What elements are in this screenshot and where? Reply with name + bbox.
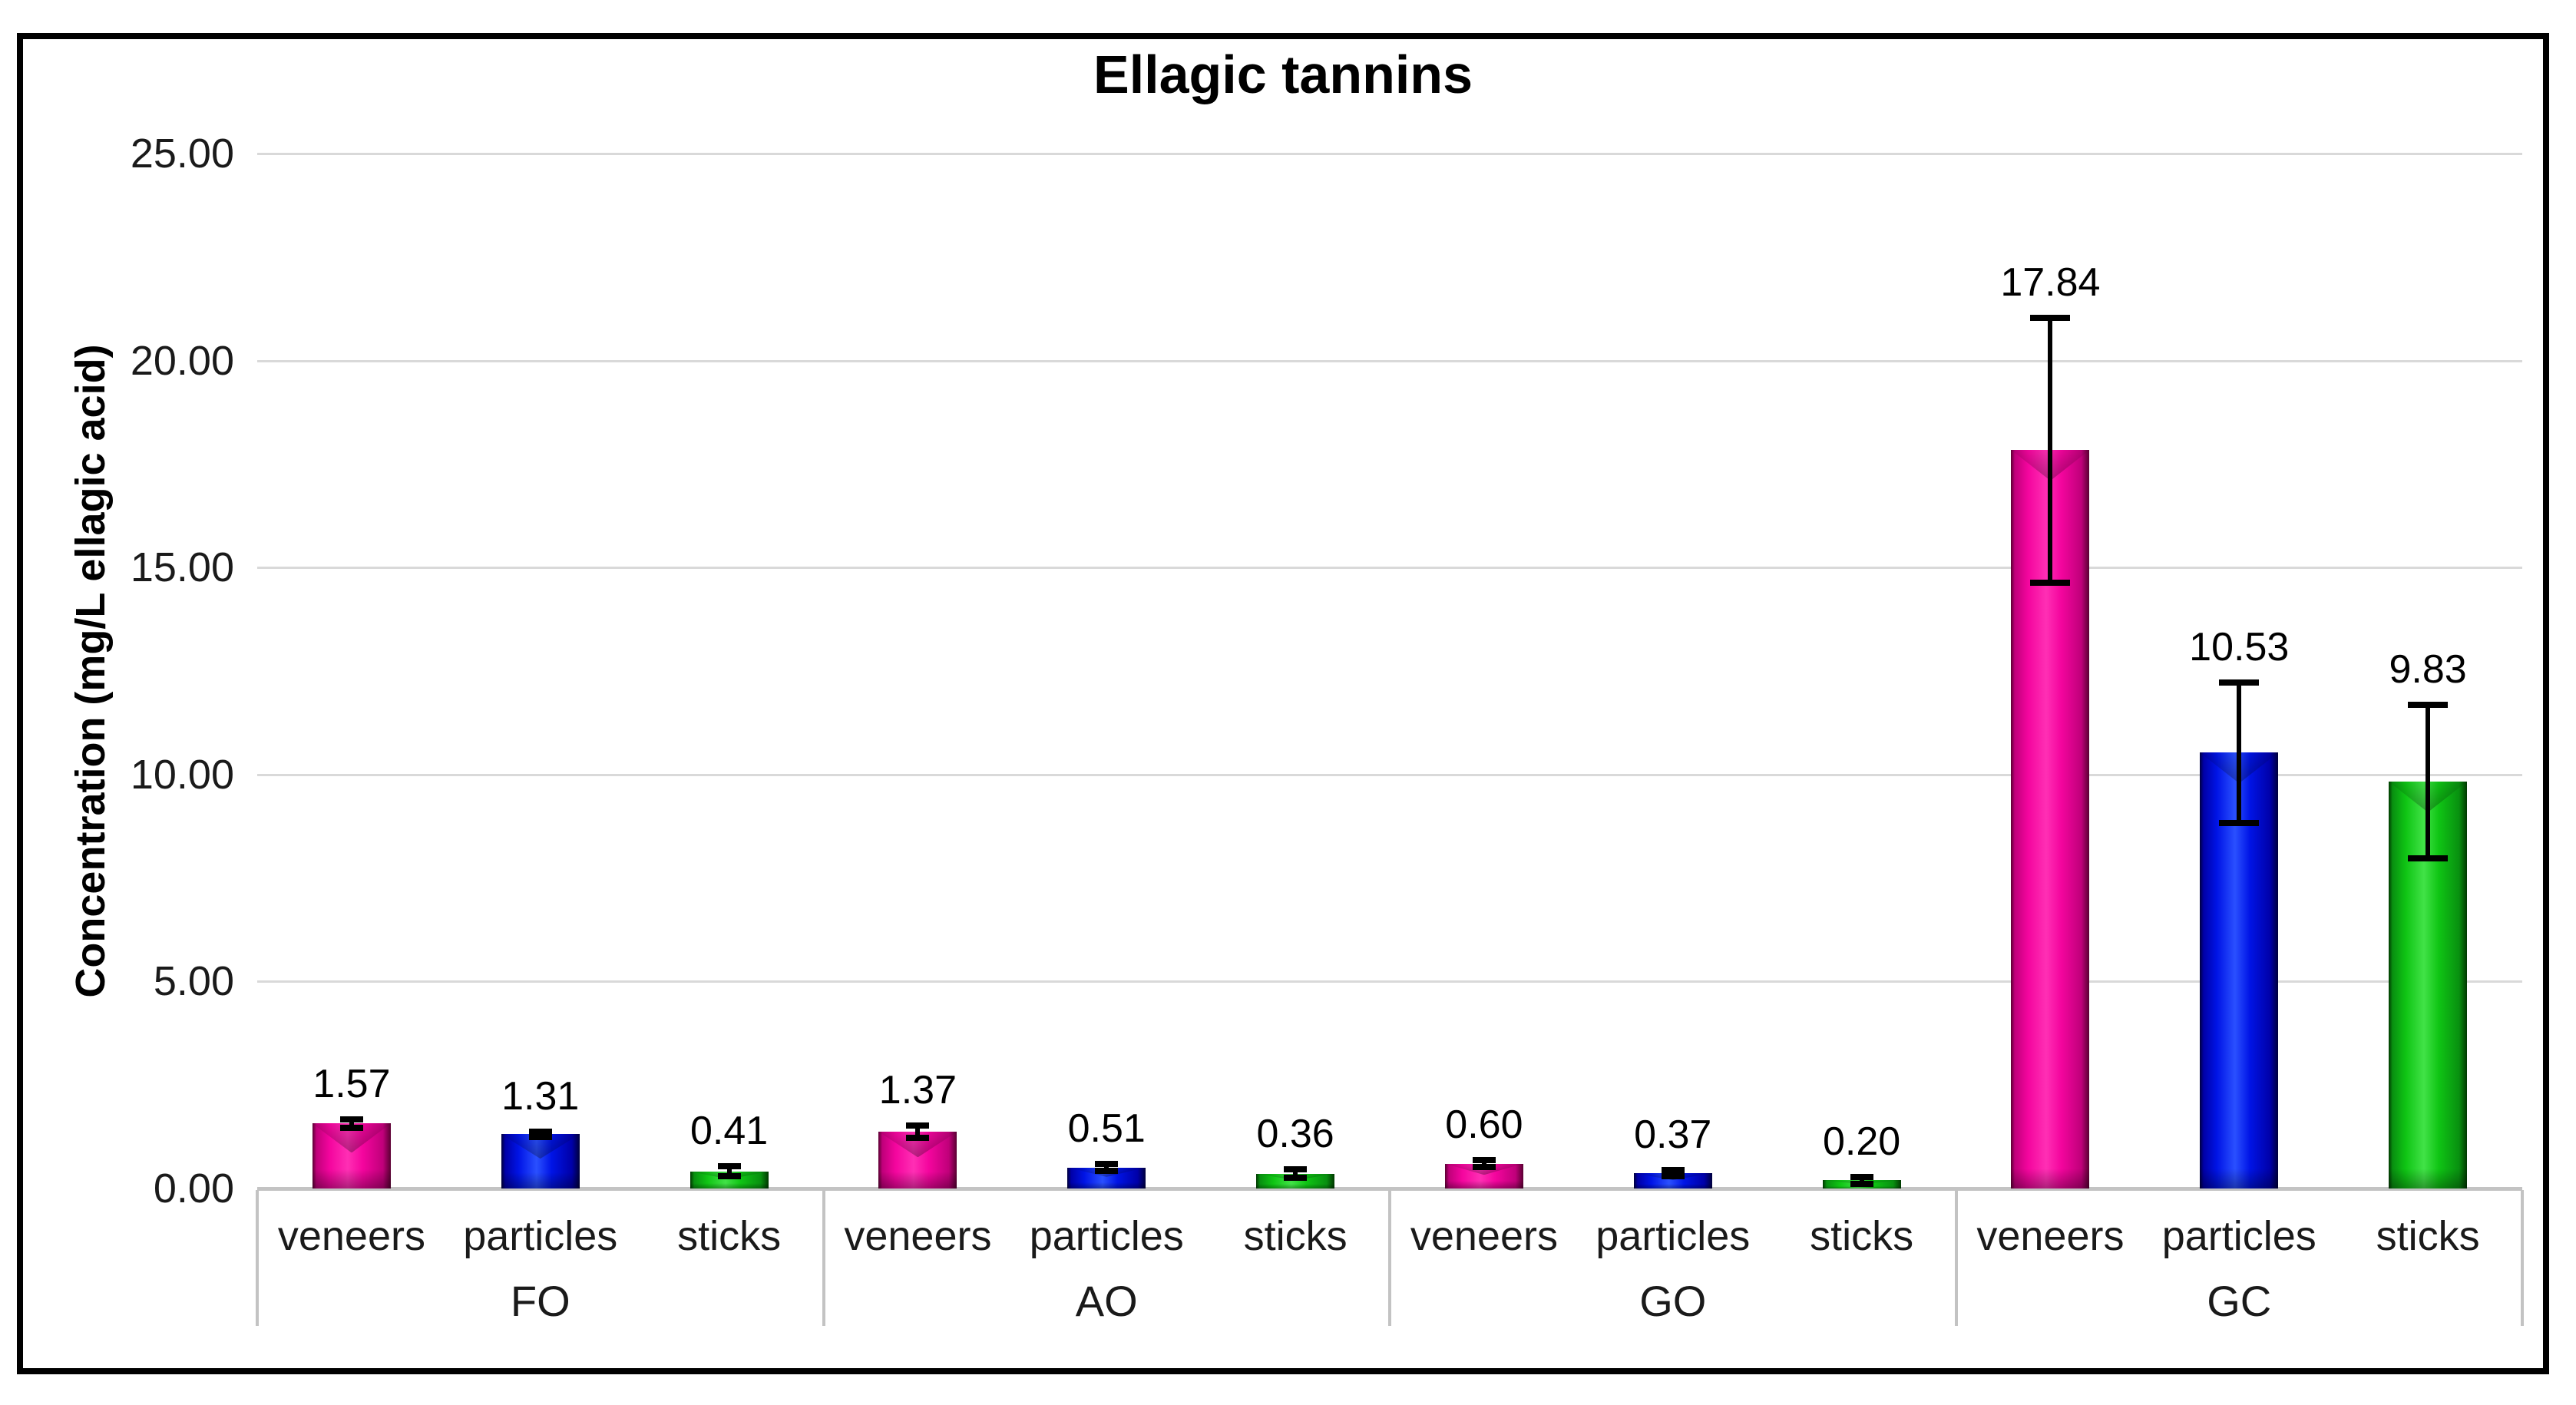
group-divider (822, 1190, 825, 1326)
error-bar-top-cap (2219, 679, 2260, 686)
chart-frame: Ellagic tannins Concentration (mg/L ella… (17, 33, 2549, 1374)
category-label: sticks (2376, 1213, 2480, 1259)
bar-bottom-bevel (689, 1183, 769, 1188)
error-bar-bottom-cap (1472, 1163, 1496, 1170)
category-label: particles (1029, 1213, 1184, 1259)
category-label: particles (2161, 1213, 2316, 1259)
error-bar (2048, 317, 2053, 583)
data-label: 0.20 (1822, 1119, 1901, 1164)
category-label: veneers (1410, 1213, 1558, 1259)
gridline (257, 359, 2522, 362)
error-bar-bottom-cap (2030, 579, 2071, 586)
error-bar (915, 1126, 921, 1139)
category-label: sticks (1810, 1213, 1914, 1259)
error-bar-bottom-cap (1284, 1174, 1308, 1181)
bar-bottom-bevel (1256, 1184, 1335, 1188)
data-label: 0.51 (1067, 1106, 1146, 1152)
bar-FO-particles (501, 1134, 580, 1188)
error-bar (2237, 682, 2242, 823)
error-bar-bottom-cap (1850, 1180, 1873, 1187)
group-divider (1954, 1190, 1958, 1326)
error-bar-top-cap (1850, 1173, 1873, 1180)
data-label: 9.83 (2389, 647, 2467, 693)
error-bar-top-cap (2030, 314, 2071, 321)
group-label-GO: GO (1639, 1277, 1707, 1325)
y-tick-label: 15.00 (130, 544, 234, 591)
error-bar-top-cap (1661, 1167, 1685, 1174)
gridline (257, 567, 2522, 570)
data-label: 1.31 (501, 1074, 580, 1119)
data-label: 0.36 (1256, 1112, 1334, 1157)
group-label-AO: AO (1075, 1277, 1138, 1325)
bar-bottom-bevel (2389, 1168, 2468, 1188)
y-tick-label: 10.00 (130, 751, 234, 798)
bar-bottom-bevel (1633, 1184, 1712, 1188)
bar-bottom-bevel (1444, 1181, 1523, 1188)
group-label-FO: FO (510, 1277, 570, 1325)
error-bar (1293, 1169, 1298, 1178)
group-divider (1388, 1190, 1391, 1326)
error-bar-bottom-cap (906, 1135, 930, 1142)
error-bar (1481, 1160, 1486, 1167)
error-bar-top-cap (528, 1129, 552, 1136)
bar-bottom-bevel (2011, 1168, 2090, 1188)
error-bar-bottom-cap (339, 1124, 363, 1131)
error-bar-top-cap (1284, 1166, 1308, 1173)
error-bar-top-cap (906, 1122, 930, 1129)
data-label: 1.37 (878, 1068, 957, 1113)
error-bar (2426, 705, 2431, 858)
bar-bottom-bevel (1822, 1185, 1901, 1188)
data-label: 10.53 (2189, 624, 2290, 669)
y-tick-label: 20.00 (130, 337, 234, 384)
error-bar-bottom-cap (717, 1173, 741, 1180)
chart-title: Ellagic tannins (1093, 45, 1473, 104)
bar-bottom-bevel (312, 1169, 391, 1188)
gridline (257, 153, 2522, 155)
category-label: veneers (277, 1213, 425, 1259)
bar-AO-particles (1067, 1167, 1146, 1188)
y-tick-label: 0.00 (153, 1165, 234, 1212)
category-label: sticks (1243, 1213, 1348, 1259)
error-bar-bottom-cap (1661, 1172, 1685, 1179)
data-label: 17.84 (2000, 260, 2101, 305)
category-label: veneers (1976, 1213, 2125, 1259)
error-bar-bottom-cap (2408, 855, 2449, 861)
error-bar-top-cap (2408, 702, 2449, 709)
gridline (257, 773, 2522, 776)
error-bar (1859, 1176, 1864, 1184)
bar-bottom-bevel (878, 1171, 957, 1188)
error-bar-top-cap (717, 1163, 741, 1170)
error-bar-top-cap (1472, 1157, 1496, 1164)
group-label-GC: GC (2207, 1277, 2272, 1325)
group-divider (2521, 1190, 2524, 1326)
bar-GO-veneers (1444, 1163, 1523, 1188)
error-bar (1104, 1164, 1109, 1171)
gridline (257, 980, 2522, 984)
y-axis-title: Concentration (mg/L ellagic acid) (68, 344, 114, 998)
error-bar-bottom-cap (1095, 1167, 1119, 1174)
axis-baseline (257, 1187, 2522, 1191)
bar-AO-veneers (878, 1132, 957, 1188)
bar-bottom-bevel (501, 1172, 580, 1188)
category-label: sticks (677, 1213, 782, 1259)
category-label: particles (463, 1213, 618, 1259)
group-divider (256, 1190, 259, 1326)
error-bar-bottom-cap (528, 1133, 552, 1140)
bar-FO-veneers (312, 1123, 391, 1188)
error-bar (726, 1166, 732, 1177)
category-label: veneers (844, 1213, 992, 1259)
bar-bottom-bevel (2200, 1168, 2279, 1188)
error-bar-top-cap (339, 1116, 363, 1122)
data-label: 0.60 (1445, 1103, 1523, 1148)
data-label: 0.37 (1634, 1112, 1712, 1158)
error-bar-bottom-cap (2219, 819, 2260, 826)
category-label: particles (1596, 1213, 1751, 1259)
bar-bottom-bevel (1067, 1182, 1146, 1188)
y-tick-label: 25.00 (130, 131, 234, 177)
y-tick-label: 5.00 (153, 958, 234, 1005)
data-label: 1.57 (312, 1061, 391, 1106)
error-bar-top-cap (1095, 1161, 1119, 1168)
error-bar (349, 1119, 354, 1128)
data-label: 0.41 (689, 1109, 769, 1154)
